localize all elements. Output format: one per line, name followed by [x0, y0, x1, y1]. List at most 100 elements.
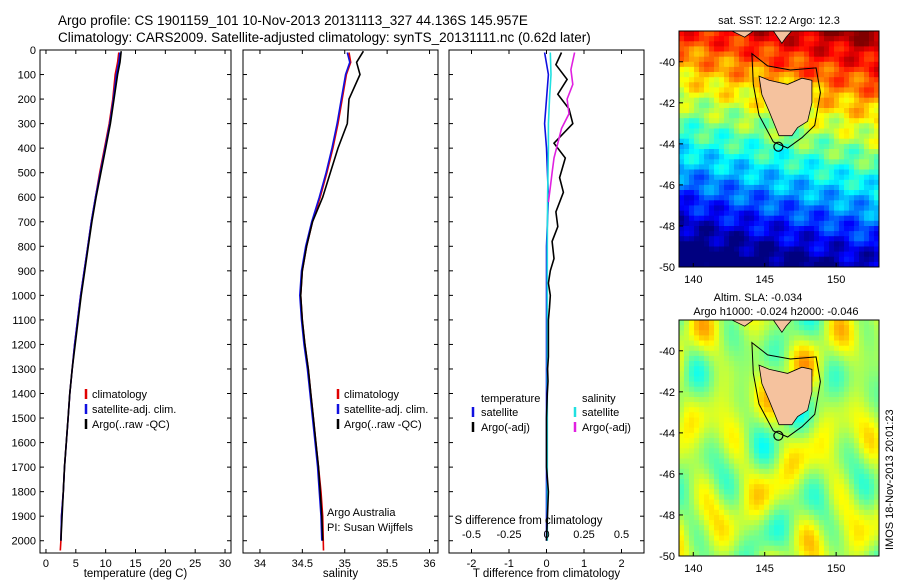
map-cell [839, 335, 845, 342]
map-cell [789, 489, 795, 495]
map-cell [859, 530, 865, 536]
map-cell [699, 530, 705, 536]
map-ytick-label: -50 [659, 551, 675, 563]
map-cell [799, 525, 805, 531]
map-cell [724, 340, 730, 347]
map-cell [734, 540, 740, 547]
map-cell [709, 499, 715, 506]
map-cell [839, 149, 845, 155]
map-cell [724, 241, 730, 247]
map-cell [829, 97, 835, 104]
map-cell [814, 149, 820, 155]
map-cell [734, 195, 740, 201]
map-cell [699, 479, 705, 485]
map-cell [809, 143, 815, 150]
map-cell [799, 210, 805, 217]
map-cell [789, 479, 795, 485]
map-cell [859, 499, 865, 506]
map-cell [734, 31, 740, 37]
map-cell [759, 422, 765, 429]
map-cell [694, 345, 700, 352]
map-cell [824, 66, 830, 73]
map-cell [774, 246, 780, 253]
map-cell [719, 97, 725, 104]
map-cell [839, 484, 845, 490]
map-cell [824, 438, 830, 444]
map-cell [704, 325, 710, 331]
map-cell [874, 179, 879, 186]
map-cell [719, 407, 725, 413]
map-cell [719, 143, 725, 150]
map-cell [854, 340, 860, 347]
map-cell [869, 489, 875, 495]
map-cell [789, 350, 795, 357]
map-cell [854, 118, 860, 124]
map-cell [794, 530, 800, 536]
map-cell [709, 417, 715, 424]
map-cell [854, 87, 860, 94]
map-cell [854, 345, 860, 352]
map-cell [784, 458, 790, 465]
map-cell [829, 210, 835, 217]
legend-label: Argo(-adj) [481, 422, 530, 434]
map-cell [744, 108, 750, 114]
map-cell [719, 397, 725, 403]
map-cell [799, 550, 805, 556]
map-cell [684, 66, 690, 73]
map-cell [714, 226, 720, 232]
map-cell [754, 154, 760, 160]
map-cell [684, 143, 690, 150]
map-cell [809, 330, 815, 336]
map-cell [694, 509, 700, 516]
sla_map-field [679, 320, 879, 556]
map-cell [759, 195, 765, 201]
map-cell [769, 31, 775, 37]
map-cell [834, 540, 840, 547]
map-cell [779, 226, 785, 232]
map-cell [749, 520, 755, 526]
map-cell [734, 489, 740, 495]
map-cell [709, 133, 715, 140]
map-cell [814, 535, 820, 542]
map-cell [824, 417, 830, 424]
map-cell [759, 169, 765, 176]
map-cell [709, 407, 715, 413]
map-cell [874, 361, 879, 367]
map-cell [719, 138, 725, 145]
map-cell [744, 473, 750, 480]
map-cell [859, 366, 865, 372]
map-cell [749, 530, 755, 536]
map-cell [714, 345, 720, 352]
map-cell [839, 236, 845, 242]
map-cell [859, 489, 865, 495]
map-cell [874, 31, 879, 37]
map-cell [714, 468, 720, 475]
map-cell [779, 190, 785, 196]
map-cell [774, 448, 780, 454]
map-cell [694, 251, 700, 258]
map-cell [799, 463, 805, 470]
map-cell [694, 61, 700, 68]
map-cell [714, 256, 720, 263]
map-cell [799, 226, 805, 232]
map-cell [754, 335, 760, 342]
map-cell [799, 154, 805, 160]
map-cell [819, 376, 825, 383]
map-cell [854, 438, 860, 444]
map-cell [679, 422, 685, 429]
map-cell [704, 231, 710, 237]
map-cell [834, 535, 840, 542]
map-cell [729, 51, 735, 58]
map-cell [744, 402, 750, 408]
map-cell [784, 231, 790, 237]
map-cell [724, 473, 730, 480]
map-cell [744, 210, 750, 217]
map-cell [729, 489, 735, 495]
map-cell [784, 138, 790, 145]
map-cell [774, 355, 780, 362]
map-cell [854, 246, 860, 253]
map-cell [774, 540, 780, 547]
map-cell [694, 97, 700, 104]
map-cell [834, 427, 840, 434]
map-cell [729, 128, 735, 135]
